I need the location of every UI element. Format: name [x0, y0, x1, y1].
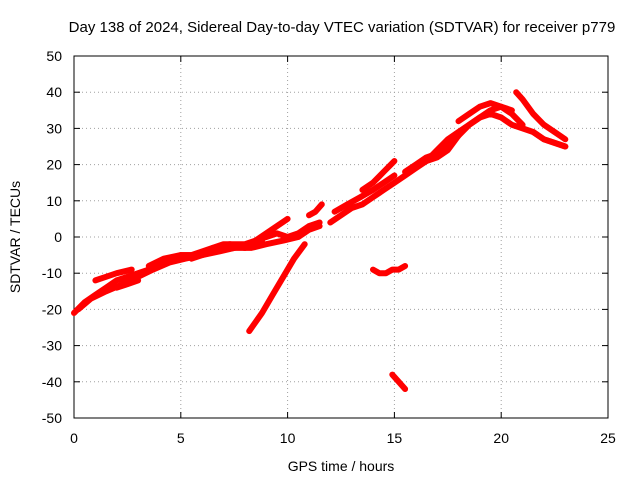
- y-tick-label: -10: [42, 265, 62, 281]
- series-line-arc-3: [92, 266, 135, 284]
- series-line-arc-10: [327, 110, 569, 226]
- series-line-arc-4: [113, 277, 142, 291]
- series-line-arc-8: [246, 241, 308, 335]
- y-tick-label: -40: [42, 374, 62, 390]
- y-tick-label: 10: [46, 193, 62, 209]
- x-tick-label: 15: [387, 430, 403, 446]
- series-line-arc-6: [188, 223, 323, 262]
- x-tick-label: 20: [493, 430, 509, 446]
- series-line-arc-16: [513, 89, 569, 143]
- series-line-arc-12: [359, 158, 398, 193]
- x-tick-label: 5: [177, 430, 185, 446]
- y-axis-label: SDTVAR / TECUs: [7, 181, 23, 293]
- series-line-arc-17: [530, 129, 569, 150]
- y-tick-label: 40: [46, 84, 62, 100]
- series-line-arc-19: [389, 371, 409, 392]
- series-line-arc-11: [331, 172, 398, 215]
- x-tick-labels: 0 5 10 15 20 25: [70, 430, 616, 446]
- chart-title: Day 138 of 2024, Sidereal Day-to-day VTE…: [69, 19, 616, 36]
- x-axis-label: GPS time / hours: [288, 458, 395, 474]
- series-line-arc-1: [71, 215, 291, 316]
- y-tick-label: 30: [46, 120, 62, 136]
- x-tick-label: 10: [280, 430, 296, 446]
- series-line-arc-7: [252, 219, 323, 244]
- series-line-arc-9: [306, 201, 325, 219]
- y-tick-labels: -50 -40 -30 -20 -10 0 10 20 30 40 50: [42, 48, 62, 426]
- series-line-arc-18: [370, 263, 409, 277]
- y-tick-label: -30: [42, 338, 62, 354]
- axis-ticks: [73, 55, 609, 419]
- x-tick-label: 0: [70, 430, 78, 446]
- x-tick-label: 25: [600, 430, 616, 446]
- y-tick-label: -20: [42, 301, 62, 317]
- series-line-arc-14: [423, 132, 462, 164]
- y-tick-label: -50: [42, 410, 62, 426]
- y-tick-label: 0: [54, 229, 62, 245]
- series-traces: [71, 89, 569, 392]
- y-tick-label: 50: [46, 48, 62, 64]
- y-tick-label: 20: [46, 157, 62, 173]
- series-line-arc-15: [455, 100, 526, 128]
